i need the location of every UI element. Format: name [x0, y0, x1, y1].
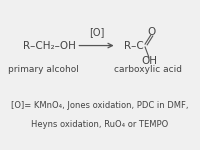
- Text: O: O: [147, 27, 156, 37]
- Text: [O]= KMnO₄, Jones oxidation, PDC in DMF,: [O]= KMnO₄, Jones oxidation, PDC in DMF,: [11, 101, 189, 110]
- Text: Heyns oxidation, RuO₄ or TEMPO: Heyns oxidation, RuO₄ or TEMPO: [31, 120, 169, 129]
- Text: OH: OH: [142, 56, 158, 66]
- Text: R–CH₂–OH: R–CH₂–OH: [23, 40, 76, 51]
- Text: R–C: R–C: [124, 40, 143, 51]
- Text: [O]: [O]: [89, 27, 104, 38]
- Text: primary alcohol: primary alcohol: [8, 65, 79, 74]
- Text: carboxylic acid: carboxylic acid: [114, 65, 182, 74]
